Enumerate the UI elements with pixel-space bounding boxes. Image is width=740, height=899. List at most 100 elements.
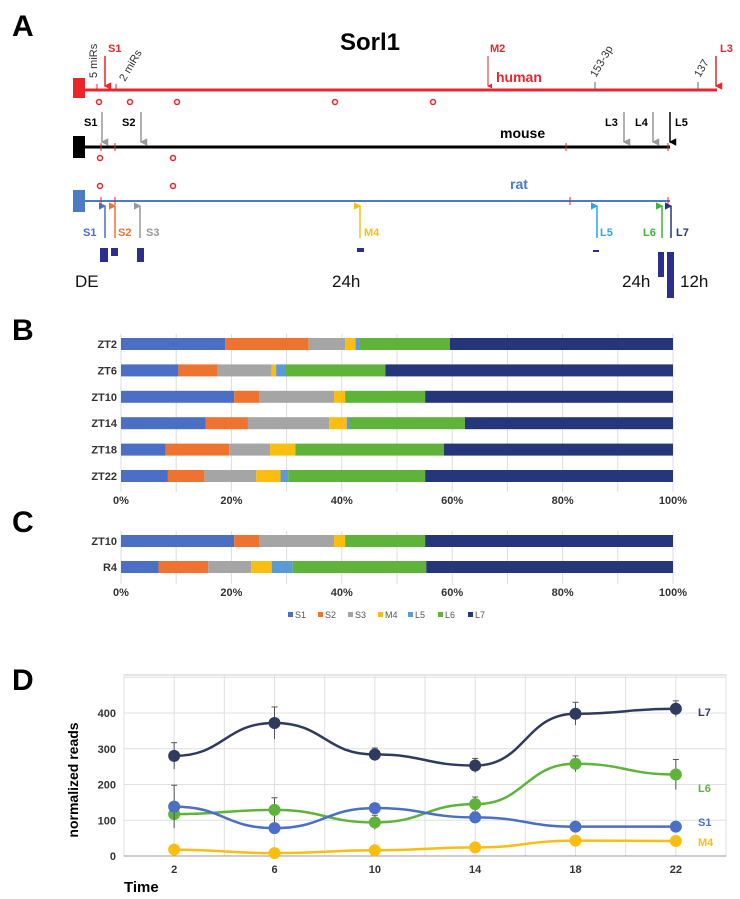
bar-segment-s2 [178, 364, 218, 377]
x-axis-title: Time [124, 879, 159, 896]
axis-tick-label: 40% [331, 495, 353, 507]
data-point-m4 [569, 834, 582, 847]
gene-title: Sorl1 [340, 29, 400, 56]
human-site-s1: S1 [108, 43, 121, 55]
bar-segment-l7 [385, 364, 673, 377]
bar-segment-m4 [334, 535, 346, 547]
bar-segment-l6 [292, 561, 427, 573]
bar-segment-l7 [425, 390, 673, 403]
bar-segment-s3 [217, 364, 272, 377]
panel-label-a: A [12, 10, 34, 43]
rat-label: rat [510, 176, 528, 192]
panel-label-d: D [12, 664, 34, 697]
axis-tick-label: 0% [113, 587, 129, 599]
x-tick-label: 14 [469, 864, 482, 876]
rat-site-l7: L7 [676, 227, 689, 239]
bar-segment-l7 [449, 338, 673, 350]
line-chart-d: 0 100 200 300 400 2 6 10 14 18 22 Time normalized re… [65, 674, 727, 896]
data-point-l6 [469, 798, 482, 811]
rat-site-m4: M4 [364, 227, 380, 239]
bar-segment-m4 [270, 443, 296, 456]
bar-segment-m4 [329, 417, 347, 430]
legend-swatch-s1 [288, 612, 293, 617]
data-point-s1 [168, 800, 181, 813]
data-point-l7 [368, 748, 381, 761]
axis-tick-label: 0% [113, 495, 129, 507]
data-point-l7 [168, 749, 181, 762]
bar-segment-l5 [355, 338, 360, 350]
x-tick-label: 6 [271, 864, 277, 876]
bar-segment-s1 [121, 535, 235, 547]
x-tick-label: 18 [569, 864, 581, 876]
rat-site-s3: S3 [146, 227, 159, 239]
bar-segment-l6 [285, 364, 386, 377]
data-point-l7 [669, 702, 682, 715]
bar-segment-l6 [359, 338, 450, 350]
y-tick-label: 100 [98, 815, 116, 827]
human-site-l3: L3 [720, 43, 733, 55]
axis-tick-label: 80% [552, 587, 574, 599]
bar-segment-l6 [349, 417, 465, 430]
data-point-m4 [168, 843, 181, 856]
bar-segment-s1 [121, 417, 206, 430]
bar-segment-m4 [256, 470, 281, 482]
series-line-m4 [174, 839, 676, 855]
bar-segment-l5 [276, 364, 286, 377]
axis-tick-label: 60% [441, 587, 463, 599]
annotation-5-mirs: 5 miRs [88, 43, 100, 78]
annotation-153-3p: 153-3p [588, 44, 616, 80]
bar-segment-l7 [425, 535, 673, 547]
x-tick-label: 10 [369, 864, 381, 876]
mouse-site-s2: S2 [122, 117, 135, 129]
bar-segment-l7 [426, 561, 673, 573]
gene-diagram: Sorl1 human 5 miRs 2 miRs 153-3p 137 S1 … [73, 29, 733, 298]
legend-label: L5 [415, 610, 425, 620]
bar-segment-s3 [229, 443, 271, 456]
category-label: ZT22 [91, 471, 117, 483]
bar-segment-l7 [425, 470, 673, 482]
bar-segment-s2 [205, 417, 248, 430]
bar-segment-l5 [280, 470, 289, 482]
legend-label: S3 [355, 610, 366, 620]
data-point-l7 [268, 717, 281, 730]
category-label: ZT6 [97, 365, 117, 377]
label-24h-middle: 24h [332, 272, 360, 291]
axis-tick-label: 80% [552, 495, 574, 507]
data-point-m4 [669, 834, 682, 847]
legend-label: S2 [325, 610, 336, 620]
category-label: ZT14 [91, 418, 118, 430]
legend-swatch-s3 [348, 612, 353, 617]
bar-segment-s3 [308, 338, 346, 350]
panel-label-b: B [12, 314, 34, 347]
rat-site-s1: S1 [83, 227, 96, 239]
bar-segment-s3 [208, 561, 252, 573]
rat-site-l5: L5 [600, 227, 613, 239]
conservation-marks [95, 98, 437, 106]
bar-segment-m4 [345, 338, 356, 350]
label-12h: 12h [680, 272, 708, 291]
bar-segment-s1 [121, 390, 235, 403]
data-point-m4 [268, 847, 281, 860]
legend-swatch-l5 [408, 612, 413, 617]
bar-segment-s3 [204, 470, 257, 482]
series-label-l6: L6 [698, 783, 711, 795]
bar-segment-s1 [121, 364, 179, 377]
data-point-s1 [469, 811, 482, 824]
axis-tick-label: 20% [220, 495, 242, 507]
data-point-s1 [368, 802, 381, 815]
bar-segment-s1 [121, 470, 168, 482]
mouse-site-l5: L5 [675, 117, 688, 129]
legend-swatch-l7 [468, 612, 473, 617]
bar-segment-s2 [225, 338, 309, 350]
category-label: ZT10 [91, 536, 117, 548]
series-label-s1: S1 [698, 817, 711, 829]
legend-label: S1 [295, 610, 306, 620]
legend-swatch-m4 [378, 612, 383, 617]
bar-segment-l7 [443, 443, 673, 456]
bar-segment-s2 [165, 443, 230, 456]
data-point-m4 [469, 841, 482, 854]
bar-segment-l6 [345, 390, 426, 403]
stacked-bar-chart-b: ZT2 ZT6 ZT10 ZT14 ZT18 ZT22 0% 20% 40% 60% 80% 100% [91, 334, 687, 507]
category-label: ZT18 [91, 445, 117, 457]
